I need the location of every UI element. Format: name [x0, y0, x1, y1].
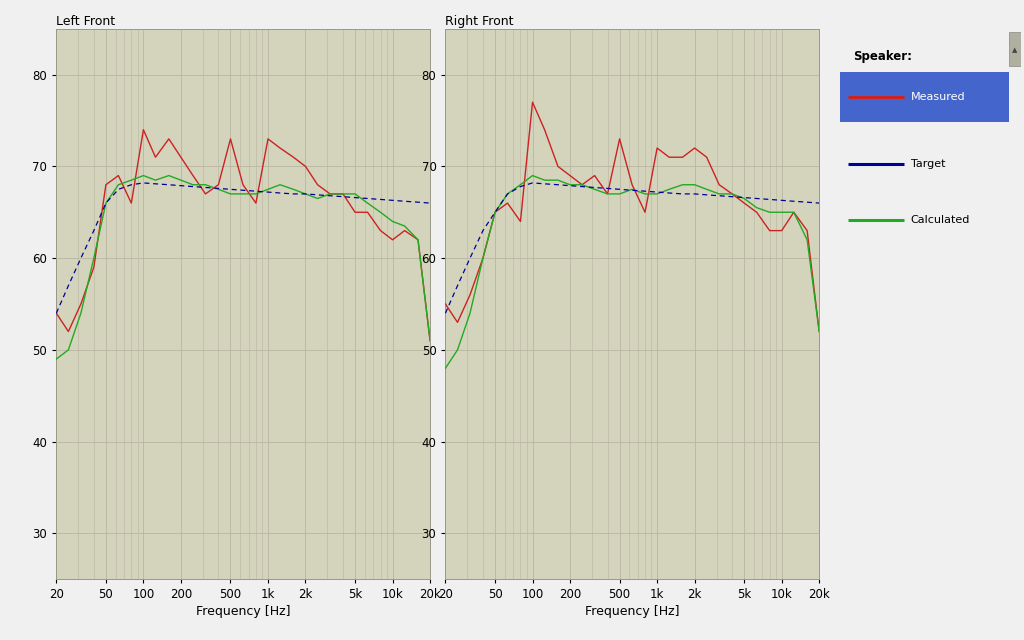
- Text: Left Front: Left Front: [56, 15, 116, 28]
- Text: ▲: ▲: [1012, 47, 1018, 53]
- X-axis label: Frequency [Hz]: Frequency [Hz]: [585, 605, 680, 618]
- Text: Calculated: Calculated: [910, 215, 970, 225]
- Text: Measured: Measured: [910, 92, 966, 102]
- X-axis label: Frequency [Hz]: Frequency [Hz]: [196, 605, 291, 618]
- Text: Speaker:: Speaker:: [853, 50, 912, 63]
- Text: Target: Target: [910, 159, 945, 169]
- Text: Right Front: Right Front: [445, 15, 514, 28]
- Bar: [1009, 32, 1021, 66]
